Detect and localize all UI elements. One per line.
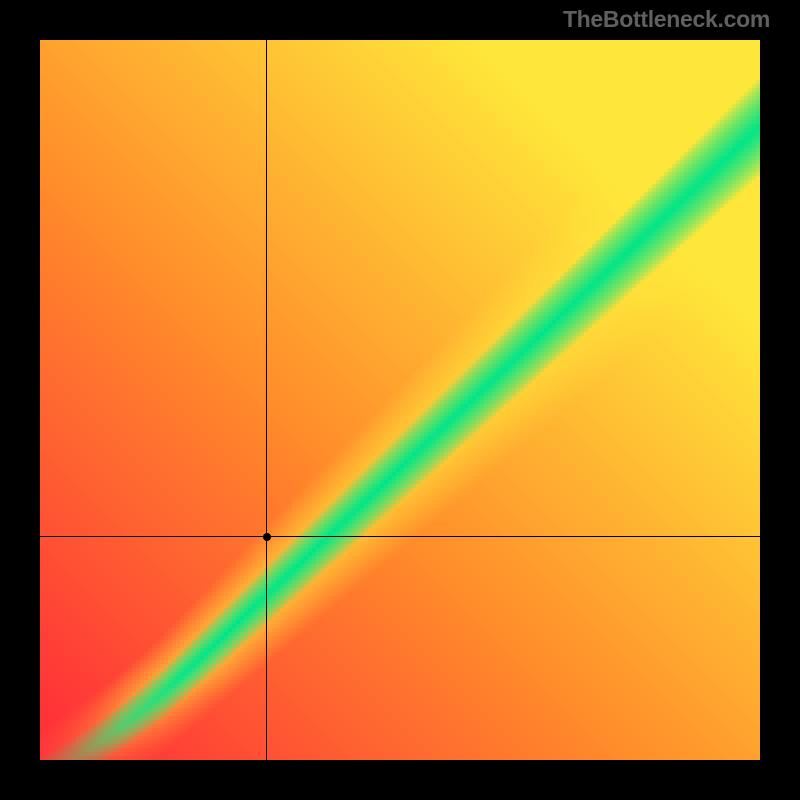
crosshair-horizontal xyxy=(40,536,760,537)
crosshair-vertical xyxy=(266,40,267,760)
bottleneck-heatmap xyxy=(40,40,760,760)
plot-area xyxy=(40,40,760,760)
watermark-text: TheBottleneck.com xyxy=(563,6,770,33)
crosshair-marker xyxy=(263,533,271,541)
